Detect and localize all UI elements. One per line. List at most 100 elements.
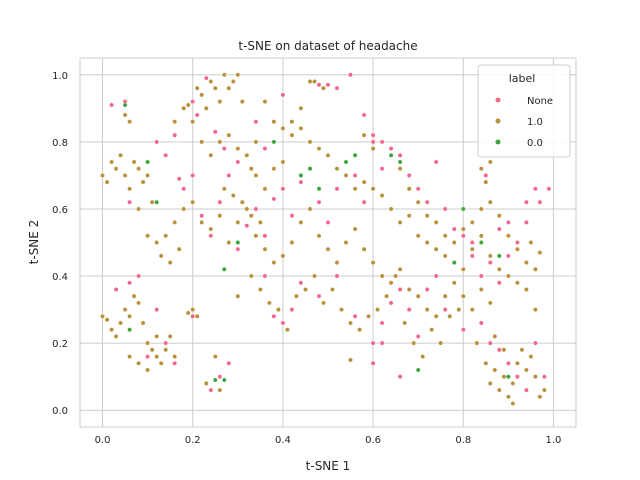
point-label-1 xyxy=(172,219,178,225)
point-label-1 xyxy=(478,206,484,212)
point-none xyxy=(334,273,340,279)
point-label-0 xyxy=(154,199,160,205)
point-label-0 xyxy=(307,166,313,172)
point-label-1 xyxy=(487,159,493,165)
point-none xyxy=(109,102,115,108)
point-label-1 xyxy=(321,85,326,91)
point-label-1 xyxy=(208,79,214,84)
point-label-1 xyxy=(424,213,430,219)
point-label-1 xyxy=(424,240,430,245)
point-none xyxy=(352,172,358,178)
point-label-1 xyxy=(122,172,128,178)
point-none xyxy=(496,347,502,353)
x-tick-labels: 0.0 0.2 0.4 0.6 0.8 1.0 xyxy=(95,435,562,446)
x-tick-label: 0.4 xyxy=(275,435,291,446)
point-label-1 xyxy=(505,233,511,239)
point-label-1 xyxy=(235,146,241,152)
point-label-1 xyxy=(384,293,389,299)
point-label-1 xyxy=(280,159,286,165)
point-label-1 xyxy=(505,273,511,279)
point-label-1 xyxy=(496,266,502,272)
point-none xyxy=(194,112,200,118)
chart-title: t-SNE on dataset of headache xyxy=(238,39,417,53)
point-label-1 xyxy=(510,401,516,406)
x-tick-label: 1.0 xyxy=(546,435,562,446)
point-label-1 xyxy=(176,246,182,252)
legend: label None 1.0 0.0 xyxy=(477,64,571,158)
point-label-1 xyxy=(140,320,146,326)
point-none xyxy=(478,273,484,279)
point-label-1 xyxy=(316,146,322,152)
point-none xyxy=(262,233,268,239)
point-none xyxy=(208,233,214,239)
point-label-1 xyxy=(312,273,317,279)
point-label-1 xyxy=(528,240,534,245)
point-label-1 xyxy=(442,253,448,259)
point-label-1 xyxy=(145,172,151,178)
point-none xyxy=(415,333,421,339)
point-label-1 xyxy=(524,287,529,292)
point-none xyxy=(316,199,322,205)
scatter-points xyxy=(100,72,552,406)
point-none xyxy=(325,219,331,225)
point-label-1 xyxy=(352,186,358,192)
point-label-1 xyxy=(515,246,520,252)
point-none xyxy=(361,112,367,118)
point-none xyxy=(334,85,340,91)
point-label-1 xyxy=(262,186,268,192)
point-label-1 xyxy=(127,354,133,359)
point-label-1 xyxy=(167,333,173,339)
point-none xyxy=(244,223,250,229)
point-label-1 xyxy=(100,172,105,178)
point-label-1 xyxy=(154,354,160,359)
point-label-1 xyxy=(181,105,187,111)
point-label-1 xyxy=(248,166,254,172)
point-label-1 xyxy=(487,199,493,205)
y-axis-label: t-SNE 2 xyxy=(27,220,41,265)
point-label-1 xyxy=(303,287,308,292)
point-label-1 xyxy=(496,387,502,393)
point-label-1 xyxy=(307,79,313,84)
point-label-1 xyxy=(379,273,385,279)
point-label-1 xyxy=(217,387,223,393)
point-label-1 xyxy=(158,253,164,259)
point-none xyxy=(154,307,160,312)
point-none xyxy=(370,360,376,366)
point-none xyxy=(334,186,340,192)
point-label-1 xyxy=(136,300,142,306)
point-label-1 xyxy=(388,280,394,286)
point-label-1 xyxy=(406,213,412,219)
point-label-0 xyxy=(316,186,322,192)
point-label-1 xyxy=(370,260,376,265)
point-label-1 xyxy=(406,287,412,292)
point-label-1 xyxy=(442,293,448,299)
point-label-1 xyxy=(208,226,214,232)
point-label-0 xyxy=(352,152,358,158)
point-label-1 xyxy=(194,313,200,319)
point-label-1 xyxy=(226,132,232,138)
point-label-1 xyxy=(483,179,489,185)
point-label-1 xyxy=(262,99,268,105)
point-label-1 xyxy=(515,280,520,286)
point-none xyxy=(280,186,286,192)
point-label-0 xyxy=(478,240,484,245)
point-label-1 xyxy=(172,119,178,125)
point-label-1 xyxy=(230,193,236,198)
point-label-1 xyxy=(537,394,543,400)
x-tick-label: 0.0 xyxy=(95,435,111,446)
point-label-1 xyxy=(501,347,507,353)
point-label-1 xyxy=(524,260,529,265)
point-label-1 xyxy=(298,105,304,111)
point-none xyxy=(208,387,214,393)
point-none xyxy=(546,186,552,192)
point-label-0 xyxy=(415,367,421,373)
point-label-1 xyxy=(451,240,457,245)
legend-marker-1 xyxy=(495,118,501,124)
legend-title: label xyxy=(509,72,536,85)
point-label-1 xyxy=(307,139,313,145)
point-label-0 xyxy=(221,266,227,272)
point-label-1 xyxy=(145,233,151,239)
point-label-1 xyxy=(487,253,493,259)
point-none xyxy=(190,172,196,178)
point-label-1 xyxy=(397,266,403,272)
